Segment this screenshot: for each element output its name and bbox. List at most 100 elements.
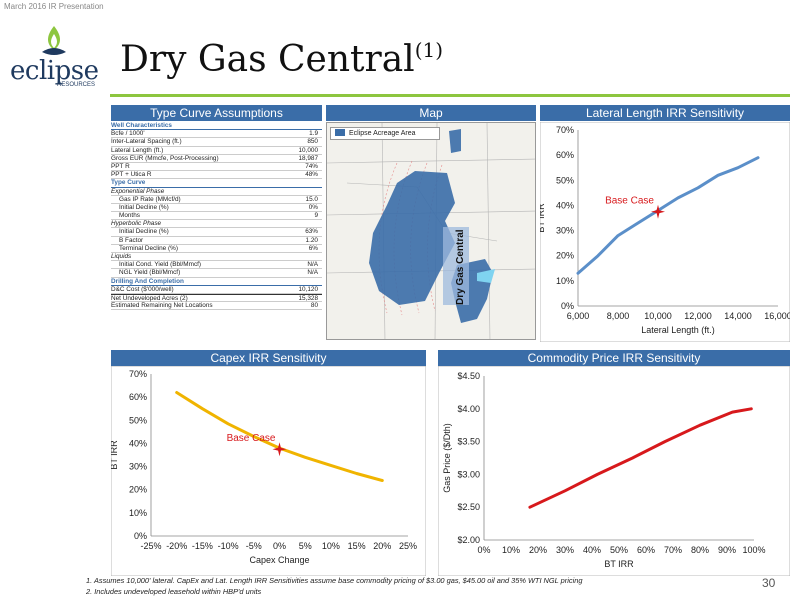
x-tick-label: 10% <box>322 541 340 551</box>
type-curve-value: 1.20 <box>305 236 318 244</box>
y-tick-label: $2.00 <box>457 535 480 545</box>
x-tick-label: 15% <box>348 541 366 551</box>
type-curve-row: Initial Decline (%) 0% <box>111 204 322 213</box>
type-curve-value: 63% <box>305 228 318 236</box>
y-tick-label: 50% <box>129 415 147 425</box>
acreage-north <box>449 129 461 153</box>
y-tick-label: 70% <box>129 369 147 379</box>
type-curve-value: 9 <box>314 212 318 220</box>
base-case-label: Base Case <box>227 433 276 444</box>
x-tick-label: 14,000 <box>724 311 752 321</box>
type-curve-row: Drilling And Completion <box>111 278 322 286</box>
x-tick-label: 50% <box>610 545 628 555</box>
type-curve-label: Gas IP Rate (MMcf/d) <box>119 195 181 203</box>
type-curve-row: PPT R 74% <box>111 162 322 172</box>
x-tick-label: -20% <box>166 541 187 551</box>
lateral-chart-header: Lateral Length IRR Sensitivity <box>540 105 790 121</box>
lateral-length-chart: 0% 10% 20% 30% 40% 50% 60% 70% 6,000 8,000 10,000 1… <box>540 122 790 342</box>
x-tick-label: 10% <box>502 545 520 555</box>
page-number: 30 <box>762 576 776 590</box>
series-line <box>528 407 753 509</box>
x-tick-label: 30% <box>556 545 574 555</box>
chart-frame <box>540 122 790 342</box>
x-tick-label: -10% <box>218 541 239 551</box>
page-title: Dry Gas Central(1) <box>120 38 444 80</box>
acreage-main <box>369 171 455 305</box>
type-curve-value: 48% <box>305 171 318 179</box>
type-curve-row: NGL Yield (Bbl/Mmcf) N/A <box>111 269 322 278</box>
footnote-2: 2. Includes undeveloped leasehold within… <box>86 587 262 596</box>
type-curve-row: Liquids <box>111 253 322 262</box>
map-region-label: Dry Gas Central <box>455 229 466 305</box>
y-axis-label: Gas Price ($/Dth) <box>442 423 452 493</box>
x-tick-label: 5% <box>299 541 312 551</box>
x-axis-label: BT IRR <box>604 559 634 569</box>
type-curve-row: Inter-Lateral Spacing (ft.) 850 <box>111 138 322 147</box>
x-tick-label: 25% <box>399 541 417 551</box>
x-axis-label: Lateral Length (ft.) <box>641 325 715 335</box>
y-tick-label: 0% <box>561 301 574 311</box>
title-footnote-ref: (1) <box>414 38 444 62</box>
y-tick-label: $2.50 <box>457 502 480 512</box>
type-curve-row: Months 9 <box>111 212 322 221</box>
type-curve-row: Initial Decline (%) 63% <box>111 228 322 237</box>
x-tick-label: 70% <box>664 545 682 555</box>
type-curve-label: Hyperbolic Phase <box>111 220 162 228</box>
y-tick-label: 40% <box>129 438 147 448</box>
title-divider <box>110 94 790 97</box>
x-tick-label: 60% <box>637 545 655 555</box>
type-curve-label: Well Characteristics <box>111 122 172 129</box>
chart-frame <box>438 366 790 576</box>
x-axis-label: Capex Change <box>249 555 309 565</box>
type-curve-label: Type Curve <box>111 179 146 187</box>
y-tick-label: $4.50 <box>457 371 480 381</box>
x-tick-label: 0% <box>477 545 490 555</box>
y-tick-label: 0% <box>134 531 147 541</box>
type-curve-row: Terminal Decline (%) 6% <box>111 245 322 253</box>
type-curve-value: 18,987 <box>298 154 318 162</box>
type-curve-row: Type Curve <box>111 179 322 188</box>
type-curve-row: Exponential Phase <box>111 188 322 196</box>
acreage-map: Dry Gas Central <box>326 122 536 340</box>
type-curve-value: 10,000 <box>298 146 318 154</box>
type-curve-label: Bcfe / 1000' <box>111 130 145 138</box>
type-curve-label: PPT R <box>111 162 130 170</box>
type-curve-label: Drilling And Completion <box>111 277 184 285</box>
type-curve-value: 74% <box>305 162 318 170</box>
type-curve-row: D&C Cost ($'000/well) 10,120 <box>111 286 322 294</box>
y-axis-label: BT IRR <box>540 203 546 233</box>
type-curve-label: Months <box>119 212 140 220</box>
presentation-date: March 2016 IR Presentation <box>4 2 104 11</box>
type-curve-value: N/A <box>307 269 318 277</box>
y-tick-label: 30% <box>129 462 147 472</box>
y-tick-label: 40% <box>556 200 574 210</box>
type-curve-label: Net Undeveloped Acres (2) <box>111 294 188 302</box>
x-tick-label: 10,000 <box>644 311 672 321</box>
type-curve-row: Well Characteristics <box>111 122 322 131</box>
type-curve-label: Initial Cond. Yield (Bbl/Mmcf) <box>119 261 202 269</box>
x-tick-label: 6,000 <box>567 311 590 321</box>
x-tick-label: -15% <box>192 541 213 551</box>
logo-subtext: RESOURCES <box>57 82 96 88</box>
type-curve-value: 15,328 <box>298 294 318 302</box>
y-tick-label: 60% <box>556 150 574 160</box>
y-tick-label: 20% <box>129 485 147 495</box>
map-header: Map <box>326 105 536 121</box>
y-tick-label: 10% <box>556 276 574 286</box>
y-tick-label: 30% <box>556 226 574 236</box>
logo-wordmark: eclipse <box>10 56 99 86</box>
x-tick-label: 12,000 <box>684 311 712 321</box>
x-tick-label: 90% <box>718 545 736 555</box>
capex-chart-header: Capex IRR Sensitivity <box>111 350 426 366</box>
type-curve-row: Initial Cond. Yield (Bbl/Mmcf) N/A <box>111 261 322 270</box>
type-curve-row: Estimated Remaining Net Locations 80 <box>111 302 322 311</box>
map-legend: Eclipse Acreage Area <box>330 127 440 140</box>
x-tick-label: 16,000 <box>764 311 790 321</box>
x-tick-label: 100% <box>742 545 765 555</box>
y-axis-label: BT IRR <box>111 440 119 470</box>
type-curve-label: Liquids <box>111 253 132 260</box>
type-curve-value: 80 <box>310 302 318 310</box>
footnotes: 1. Assumes 10,000' lateral. CapEx and La… <box>86 576 582 598</box>
commodity-chart-header: Commodity Price IRR Sensitivity <box>438 350 790 366</box>
type-curve-label: D&C Cost ($'000/well) <box>111 285 174 293</box>
